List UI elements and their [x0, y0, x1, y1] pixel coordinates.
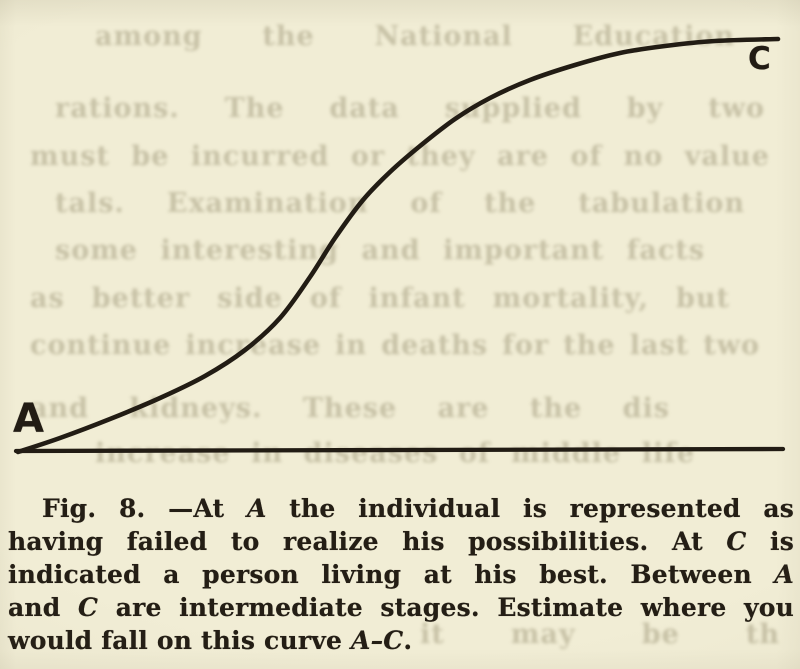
- curve-label-c: C: [748, 41, 771, 77]
- bleed-through-line: increase in diseases of middle life: [95, 439, 695, 469]
- s-curve: [15, 36, 781, 455]
- caption-segment: indicated a person living at his best. B…: [8, 560, 775, 589]
- caption-segment: and: [8, 593, 79, 622]
- caption-italic-segment: A: [774, 560, 794, 589]
- caption-line: and C are intermediate stages. Estimate …: [8, 591, 794, 624]
- caption-italic-segment: C: [726, 527, 747, 556]
- bleed-through-line: among the National Education: [95, 22, 735, 52]
- caption-line: having failed to realize his possibiliti…: [8, 525, 794, 558]
- caption-segment: having failed to realize his possibiliti…: [8, 527, 727, 556]
- caption-italic-segment: A–C: [350, 626, 404, 655]
- caption-segment: is: [746, 527, 794, 556]
- caption-segment: would fall on this curve: [8, 626, 351, 655]
- caption-segment: .: [403, 626, 413, 655]
- figure-caption: Fig. 8. —At A the individual is represen…: [8, 492, 794, 657]
- baseline: [13, 446, 786, 454]
- caption-line: would fall on this curve A–C.: [8, 624, 794, 657]
- bleed-through-line: as better side of infant mortality, but: [30, 284, 730, 314]
- caption-segment: are intermediate stages. Estimate where …: [98, 593, 794, 622]
- bleed-through-line: it may be th: [420, 620, 780, 650]
- bleed-through-line: must be incurred or they are of no value: [30, 142, 770, 172]
- caption-italic-segment: C: [78, 593, 99, 622]
- bleed-through-line: some interesting and important facts: [55, 236, 705, 266]
- caption-segment: Fig. 8. —At: [42, 494, 247, 523]
- bleed-through-line: rations. The data supplied by two: [55, 94, 765, 124]
- caption-italic-segment: A: [246, 494, 267, 523]
- caption-line: Fig. 8. —At A the individual is represen…: [8, 492, 794, 525]
- bleed-through-line: continue increase in deaths for the last…: [30, 331, 760, 361]
- caption-segment: the individual is represented as: [266, 494, 794, 523]
- curve-label-a: A: [13, 396, 44, 442]
- bleed-through-line: tals. Examination of the tabulation: [55, 189, 745, 219]
- caption-line: indicated a person living at his best. B…: [8, 558, 794, 591]
